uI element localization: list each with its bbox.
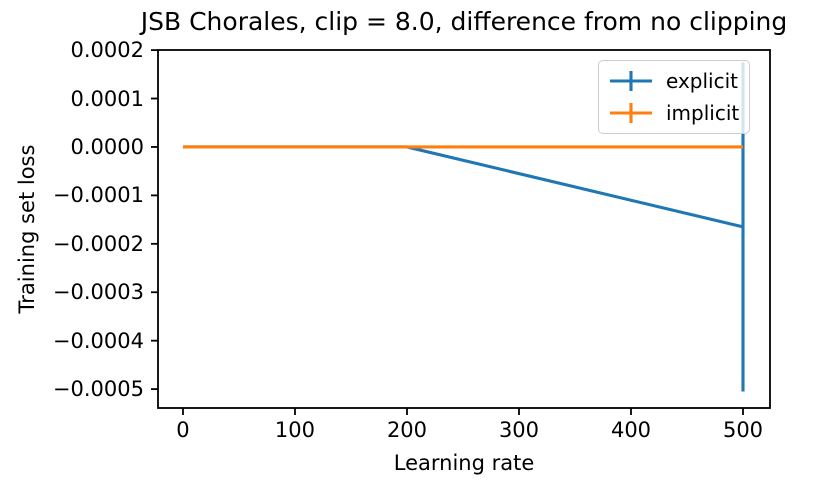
- x-axis-label: Learning rate: [393, 451, 535, 475]
- y-tick-label: 0.0000: [70, 134, 144, 159]
- legend-label: implicit: [666, 101, 740, 125]
- x-tick-label: 0: [176, 418, 190, 442]
- legend-label: explicit: [666, 69, 738, 93]
- y-tick-label: −0.0002: [52, 231, 144, 256]
- x-tick-label: 200: [386, 418, 428, 442]
- x-tick-label: 500: [722, 418, 764, 442]
- series-line-explicit: [182, 145, 744, 229]
- x-tick-label: 100: [274, 418, 316, 442]
- x-tick-label: 300: [498, 418, 540, 442]
- axes-spines: [157, 49, 771, 409]
- legend: explicit implicit: [598, 60, 751, 134]
- errorbar-marker-icon: [610, 71, 652, 91]
- chart-title: JSB Chorales, clip = 8.0, difference fro…: [140, 7, 788, 36]
- y-tick-label: −0.0004: [52, 328, 144, 353]
- y-tick-label: 0.0001: [70, 86, 144, 111]
- y-tick-label: −0.0001: [52, 183, 144, 208]
- y-tick-label: −0.0003: [52, 280, 144, 305]
- y-tick-label: 0.0002: [70, 38, 144, 63]
- legend-entry-implicit: implicit: [609, 101, 739, 125]
- x-tick-label: 400: [610, 418, 652, 442]
- y-tick-label: −0.0005: [52, 377, 144, 402]
- legend-entry-explicit: explicit: [609, 69, 739, 93]
- errorbar-marker-icon: [610, 103, 652, 123]
